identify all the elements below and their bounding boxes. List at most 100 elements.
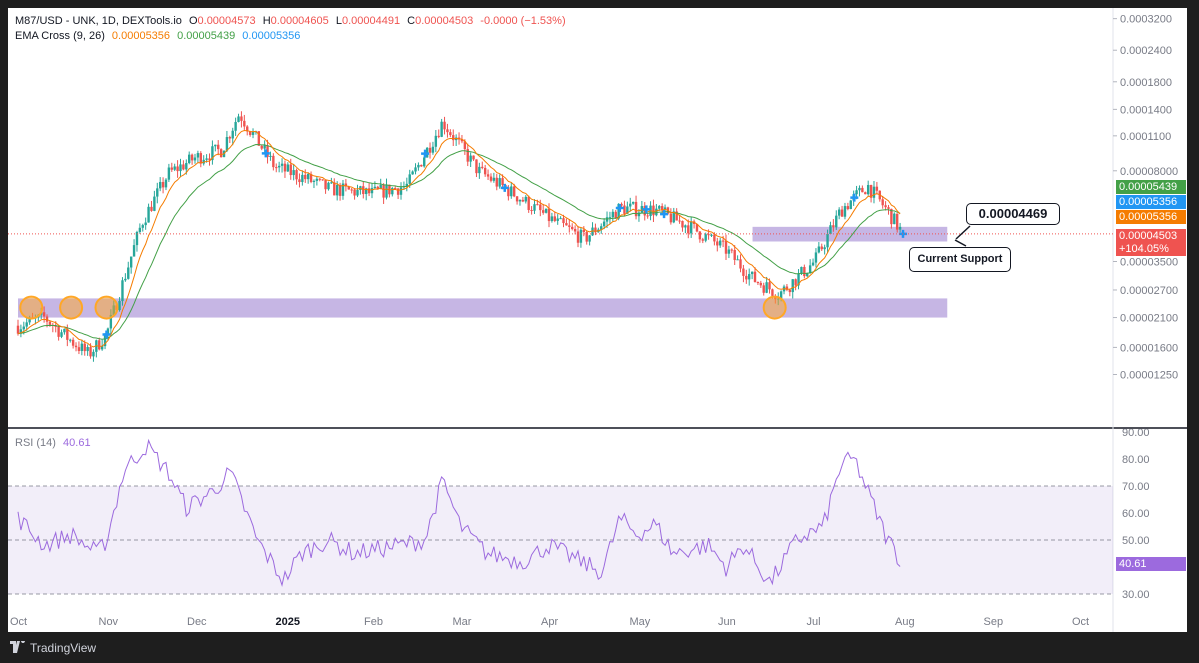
candle — [121, 277, 124, 306]
support-zone — [752, 226, 948, 242]
candle-body — [469, 155, 472, 162]
candle-body — [292, 170, 295, 176]
candle — [16, 319, 20, 336]
candle — [898, 222, 902, 233]
ema-cross-marker — [500, 183, 509, 192]
candle — [631, 201, 635, 205]
candle — [492, 172, 496, 183]
price-axis-label: 0.0002400 — [1120, 45, 1172, 57]
ema-fast-line — [17, 129, 901, 348]
candle — [324, 179, 327, 194]
candle — [823, 244, 826, 255]
candle-body — [794, 279, 797, 286]
candle-body — [405, 183, 409, 187]
candle — [219, 148, 223, 158]
candle — [541, 203, 545, 215]
candle-body — [864, 192, 867, 195]
candle-body — [69, 339, 72, 341]
candle — [756, 281, 760, 285]
candle — [449, 129, 452, 138]
candle-body — [45, 316, 49, 322]
candle — [454, 134, 458, 146]
candle-body — [382, 184, 385, 198]
candle — [170, 162, 173, 172]
candle — [214, 144, 217, 152]
candle — [100, 339, 104, 351]
candle-body — [132, 245, 136, 257]
candle — [527, 195, 530, 213]
rsi-header: RSI (14) 40.61 — [15, 437, 95, 449]
candle-body — [312, 180, 316, 182]
candle-body — [602, 221, 606, 227]
candle-body — [16, 325, 20, 334]
candle-body — [283, 163, 287, 172]
candle-body — [765, 282, 768, 293]
candle-body — [623, 205, 626, 214]
price-axis-label: 0.0001100 — [1120, 131, 1171, 143]
candle — [234, 117, 237, 136]
candle-body — [452, 135, 455, 141]
candle — [167, 163, 171, 183]
candle-body — [106, 328, 110, 335]
candle-body — [510, 186, 513, 197]
candle — [640, 200, 644, 213]
candle — [405, 177, 409, 192]
candle-body — [376, 186, 380, 189]
candle — [237, 113, 240, 123]
candle-body — [835, 215, 838, 228]
candle-body — [875, 186, 879, 191]
time-axis-label: May — [630, 616, 651, 628]
candle — [608, 211, 612, 224]
candle-body — [266, 145, 269, 157]
candle-body — [524, 196, 527, 202]
candle-body — [771, 289, 774, 296]
candle-body — [269, 155, 272, 157]
candle-body — [362, 186, 365, 195]
candle-body — [739, 259, 742, 269]
chart-frame — [8, 8, 1187, 632]
candle — [437, 129, 440, 139]
candle — [681, 220, 684, 232]
candle — [156, 182, 159, 204]
ema-cross-marker — [642, 205, 651, 214]
candle — [391, 187, 394, 197]
candle — [440, 118, 443, 138]
candle-body — [251, 131, 255, 135]
candle-body — [724, 240, 728, 254]
candle-body — [341, 183, 345, 196]
candle — [684, 224, 687, 234]
candle-body — [440, 121, 443, 137]
candle-body — [219, 149, 223, 158]
candle — [698, 231, 702, 243]
candle-body — [486, 174, 490, 177]
candle-body — [756, 281, 760, 283]
candle — [730, 248, 734, 254]
tradingview-logo-icon — [10, 639, 26, 656]
candle-body — [660, 206, 664, 211]
candle — [124, 273, 127, 282]
candle — [753, 267, 757, 283]
candle-body — [127, 267, 130, 279]
candle-body — [173, 166, 176, 170]
candle-body — [716, 241, 719, 246]
candle-body — [205, 158, 208, 160]
price-axis-label: 0.00002700 — [1120, 285, 1178, 297]
candle — [217, 140, 220, 156]
candle-body — [434, 135, 438, 147]
candle-body — [689, 221, 693, 234]
candle-body — [718, 240, 722, 246]
candle-body — [71, 339, 75, 346]
candle — [864, 191, 867, 195]
candle-body — [797, 273, 800, 286]
candle-body — [829, 225, 832, 234]
candle-body — [60, 332, 63, 337]
candle-body — [356, 189, 359, 196]
candle — [483, 164, 487, 177]
candle — [158, 177, 162, 192]
candle-body — [147, 206, 150, 223]
candle — [417, 162, 420, 171]
candle-body — [634, 201, 638, 217]
candle-body — [170, 167, 173, 170]
candle-body — [637, 212, 641, 217]
